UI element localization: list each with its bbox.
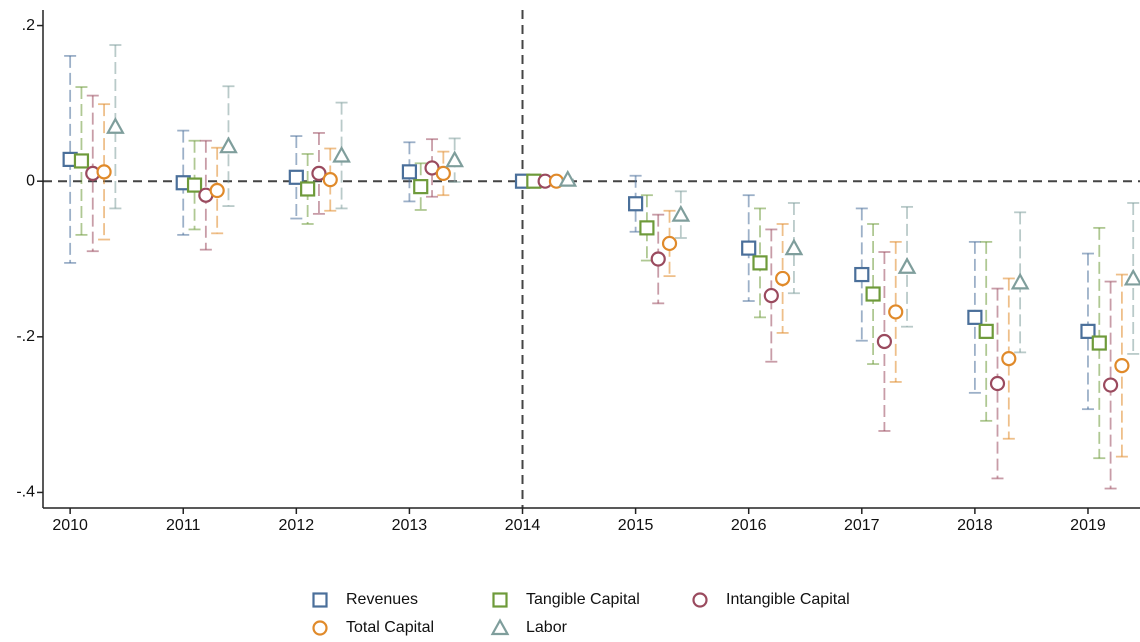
x-tick-label: 2016 <box>731 517 767 534</box>
error-bar <box>663 209 676 278</box>
point <box>888 304 904 320</box>
legend-marker <box>692 592 708 608</box>
x-tick-label: 2011 <box>166 517 201 534</box>
point <box>209 182 225 199</box>
point <box>219 136 238 154</box>
point <box>650 251 666 267</box>
legend-label: Tangible Capital <box>526 591 640 608</box>
y-tick-label: -.2 <box>16 328 35 345</box>
legend-label: Revenues <box>346 591 418 608</box>
point <box>628 196 644 212</box>
error-bar <box>765 228 778 363</box>
point <box>1010 272 1030 290</box>
legend-label: Intangible Capital <box>726 591 850 608</box>
point <box>876 333 893 350</box>
point <box>311 165 327 182</box>
point <box>763 287 779 304</box>
point <box>1080 323 1096 339</box>
point <box>671 204 691 222</box>
x-tick-label: 2017 <box>844 517 880 534</box>
point <box>445 150 465 168</box>
point <box>661 235 678 252</box>
error-bar <box>855 207 868 342</box>
point <box>897 257 917 274</box>
point <box>1114 358 1130 374</box>
legend-marker <box>492 592 508 608</box>
point <box>300 181 316 197</box>
legend-marker <box>312 592 328 608</box>
point <box>1123 268 1140 286</box>
point <box>322 172 338 188</box>
point <box>106 116 125 134</box>
x-tick-label: 2010 <box>52 517 88 534</box>
point <box>1001 351 1017 367</box>
error-bar <box>109 44 122 210</box>
point <box>784 238 804 256</box>
error-bar <box>403 141 416 203</box>
y-tick-label: 0 <box>26 172 35 189</box>
point <box>967 309 983 325</box>
x-tick-label: 2013 <box>392 517 428 534</box>
x-tick-label: 2014 <box>505 517 541 534</box>
x-tick-label: 2019 <box>1070 517 1106 534</box>
point <box>1091 335 1107 351</box>
error-bar <box>98 103 111 241</box>
point <box>978 323 994 339</box>
legend-label: Labor <box>526 619 568 636</box>
point <box>413 179 429 195</box>
x-tick-label: 2012 <box>279 517 315 534</box>
point <box>775 270 791 287</box>
point <box>186 177 203 193</box>
point <box>332 145 351 163</box>
point <box>288 169 304 185</box>
point <box>435 165 451 182</box>
point <box>73 153 90 169</box>
x-tick-label: 2018 <box>957 517 993 534</box>
point <box>401 164 418 180</box>
point <box>752 255 768 271</box>
x-tick-label: 2015 <box>618 517 654 534</box>
point <box>96 164 112 180</box>
point <box>639 220 655 236</box>
point <box>854 266 870 283</box>
y-tick-label: -.4 <box>16 484 35 501</box>
point <box>865 286 881 302</box>
error-bar <box>1002 277 1015 440</box>
y-tick-label: .2 <box>22 17 35 34</box>
point <box>989 375 1006 392</box>
legend-marker <box>312 620 328 636</box>
point <box>741 240 757 256</box>
point <box>558 169 578 187</box>
error-bar <box>324 147 337 212</box>
error-bar <box>1093 226 1106 460</box>
legend-label: Total Capital <box>346 619 434 636</box>
legend-marker <box>490 618 510 636</box>
point <box>1102 377 1119 393</box>
